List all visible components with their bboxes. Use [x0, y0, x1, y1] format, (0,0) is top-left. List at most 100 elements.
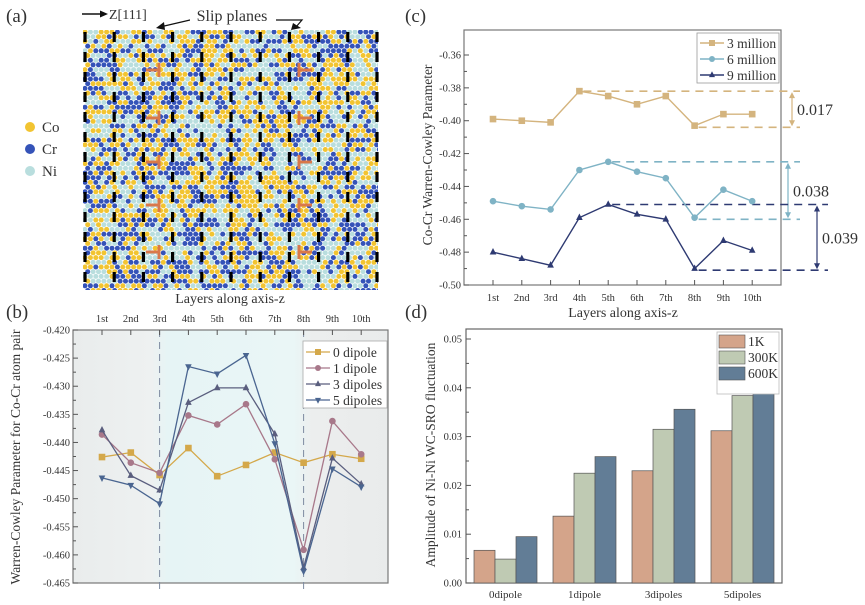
legend-swatch-d: [718, 334, 746, 349]
x-tick-label-c: 1st: [487, 293, 499, 304]
bar-5dipoles-600K: [752, 390, 775, 584]
dislocation-icon: [146, 111, 161, 125]
slip-plane-lines: [83, 32, 379, 290]
panel-c-chart: 1st 2nd 3rd 4th 5th 6th 7th 8th 9th 10th -0.36 -0.3…: [420, 29, 858, 321]
data-point-c: [748, 246, 756, 253]
panel-label-c: (c): [405, 6, 426, 27]
legend-label-d: 1K: [748, 334, 765, 349]
data-point-c: [547, 119, 554, 126]
arrowhead-up-icon: [785, 162, 791, 169]
bar-3dipoles-1K: [631, 470, 654, 584]
series-line-3-million: [492, 90, 753, 127]
dislocation-icon: [297, 111, 312, 125]
panel-d-chart: 0.00 0.01 0.02 0.03 0.04 0.05 0dipole 1dipole 3d…: [423, 328, 783, 601]
legend-swatch-cr: [25, 144, 35, 154]
data-point-b: [185, 364, 192, 371]
data-point-b: [300, 546, 307, 554]
data-point-b: [98, 475, 106, 482]
y-tick-label-b: -0.420: [43, 326, 70, 337]
data-point-b: [242, 352, 250, 360]
y-tick-label-c: -0.40: [439, 116, 461, 127]
data-point-c: [489, 115, 497, 123]
dislocation-icon: [297, 63, 312, 77]
x-tick-label-c: 10th: [743, 293, 762, 304]
legend-swatch-co: [25, 122, 35, 132]
data-point-c: [489, 197, 497, 205]
panel-a-atomic-structure: Z[111] Slip planes Co Cr Ni Layers along…: [25, 6, 379, 307]
data-point-b: [357, 450, 365, 458]
legend-label-co: Co: [42, 120, 60, 136]
y-tick-label-b: -0.455: [43, 522, 70, 533]
data-point-c: [662, 174, 670, 182]
data-point-b: [271, 429, 279, 437]
x-tick-label-c: 9th: [717, 293, 731, 304]
data-point-c: [633, 210, 641, 217]
arrowhead-up-icon: [814, 205, 820, 212]
data-point-b: [300, 459, 307, 466]
data-point-c: [662, 92, 670, 100]
slip-planes-label: Slip planes: [197, 8, 268, 25]
data-point-b: [185, 444, 192, 452]
legend-label-b: 0 dipole: [333, 345, 377, 360]
y-tick-label-c: -0.38: [439, 83, 461, 94]
bar-0dipole-1K: [473, 549, 496, 584]
x-tick-label-c: 8th: [688, 293, 702, 304]
x-tick-label-c: 5th: [601, 293, 615, 304]
data-point-b: [329, 466, 336, 473]
y-tick-label-c: -0.46: [439, 215, 461, 226]
data-point-c: [633, 100, 641, 108]
y-tick-label-d: 0.01: [444, 530, 462, 541]
legend-label-ni: Ni: [42, 164, 57, 180]
data-point-c: [576, 166, 583, 174]
legend-marker: [315, 365, 321, 371]
x-tick-label-b: 1st: [96, 314, 108, 325]
arrowhead-down-icon: [789, 120, 795, 127]
bar-3dipoles-600K: [673, 408, 696, 584]
data-point-c: [518, 254, 526, 262]
x-tick-label-b: 9th: [326, 314, 340, 325]
data-point-b: [242, 383, 250, 391]
data-point-b: [185, 398, 192, 405]
y-tick-label-c: -0.48: [439, 248, 461, 259]
x-tick-label-b: 3rd: [153, 314, 168, 325]
dislocation-icon: [146, 63, 161, 77]
panel-b-chart: 1st 2nd 3rd 4th 5th 6th 7th 8th 9th 10th -0.420 -0.…: [8, 314, 389, 590]
data-point-c: [720, 236, 727, 243]
data-point-b: [242, 400, 250, 408]
data-point-b: [271, 456, 279, 463]
arrowhead-down-icon: [785, 212, 791, 219]
dislocation-symbols: [146, 63, 312, 259]
data-point-b: [271, 449, 279, 456]
y-tick-label-b: -0.440: [43, 438, 70, 449]
data-point-b: [156, 501, 163, 508]
data-point-b: [329, 417, 336, 425]
data-point-b: [329, 454, 336, 461]
legend-label-b: 5 dipoles: [333, 393, 382, 408]
x-tick-label-b: 8th: [297, 314, 311, 325]
dislocation-icon: [146, 198, 161, 212]
data-point-b: [357, 455, 365, 463]
y-tick-label-b: -0.465: [43, 579, 70, 590]
y-tick-label-c: -0.44: [439, 182, 462, 193]
x-tick-label-c: 6th: [630, 293, 644, 304]
legend-marker: [315, 349, 321, 355]
data-point-c: [748, 197, 756, 205]
arrowhead-down-icon: [814, 263, 820, 270]
data-point-c: [604, 158, 612, 166]
y-tick-label-d: 0.03: [444, 432, 462, 443]
data-point-c: [518, 117, 526, 125]
data-point-c: [633, 168, 641, 175]
ylabel-b: Warren-Cowley Parameter for Co-Cr atom p…: [8, 329, 23, 584]
legend-label-c: 9 million: [727, 68, 776, 83]
data-point-c: [691, 264, 698, 271]
annotation-value: 0.039: [822, 230, 858, 247]
legend-label-d: 600K: [748, 366, 778, 381]
bar-1dipole-1K: [552, 515, 575, 584]
bar-0dipole-300K: [494, 558, 517, 584]
series-line-0-dipole: [101, 447, 362, 477]
y-tick-label-b: -0.460: [43, 550, 70, 561]
series-line-1-dipole: [101, 403, 362, 553]
atom-legend: Co Cr Ni: [25, 120, 60, 180]
